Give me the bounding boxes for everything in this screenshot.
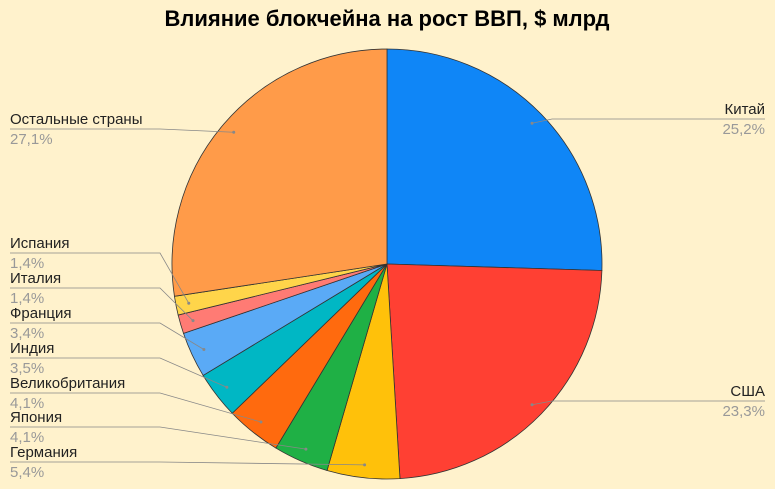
- slice-label: Япония: [10, 409, 62, 426]
- leader-dot: [363, 463, 367, 467]
- leader-dot: [202, 347, 206, 351]
- chart-title: Влияние блокчейна на рост ВВП, $ млрд: [164, 6, 609, 31]
- slice-value: 4,1%: [10, 395, 44, 412]
- leader-line: [10, 322, 205, 350]
- slice-value: 3,5%: [10, 360, 44, 377]
- leader-line: [10, 128, 234, 133]
- leader-line: [10, 252, 190, 304]
- slice-value: 23,3%: [722, 403, 765, 420]
- slice-label: Китай: [724, 101, 765, 118]
- pie-slice: [386, 48, 603, 271]
- leader-line: [10, 392, 262, 423]
- pie-slice: [386, 263, 603, 480]
- leader-dot: [304, 447, 308, 451]
- slice-value: 1,4%: [10, 255, 44, 272]
- leader-dot: [530, 121, 534, 125]
- slice-value: 25,2%: [722, 121, 765, 138]
- slice-label: Германия: [10, 444, 77, 461]
- leader-dot: [191, 319, 195, 323]
- slice-value: 1,4%: [10, 290, 44, 307]
- slice-label: Остальные страны: [10, 111, 142, 128]
- leader-dot: [232, 130, 236, 134]
- slice-label: Испания: [10, 235, 70, 252]
- leader-line: [10, 461, 365, 466]
- slice-value: 27,1%: [10, 131, 53, 148]
- slice-label: Франция: [10, 305, 71, 322]
- slice-label: Индия: [10, 340, 54, 357]
- leader-dot: [530, 403, 534, 407]
- pie-slice: [171, 48, 388, 297]
- slice-label: США: [730, 383, 765, 400]
- leader-dot: [259, 420, 263, 424]
- leader-line: [10, 287, 194, 321]
- leader-line: [531, 400, 765, 406]
- leader-line: [10, 357, 228, 388]
- leader-dot: [187, 301, 191, 305]
- leader-dot: [225, 385, 229, 389]
- slice-value: 5,4%: [10, 464, 44, 481]
- slice-value: 3,4%: [10, 325, 44, 342]
- leader-line: [531, 118, 765, 124]
- slice-label: Италия: [10, 270, 61, 287]
- slice-label: Великобритания: [10, 375, 125, 392]
- leader-line: [10, 426, 306, 450]
- slice-value: 4,1%: [10, 429, 44, 446]
